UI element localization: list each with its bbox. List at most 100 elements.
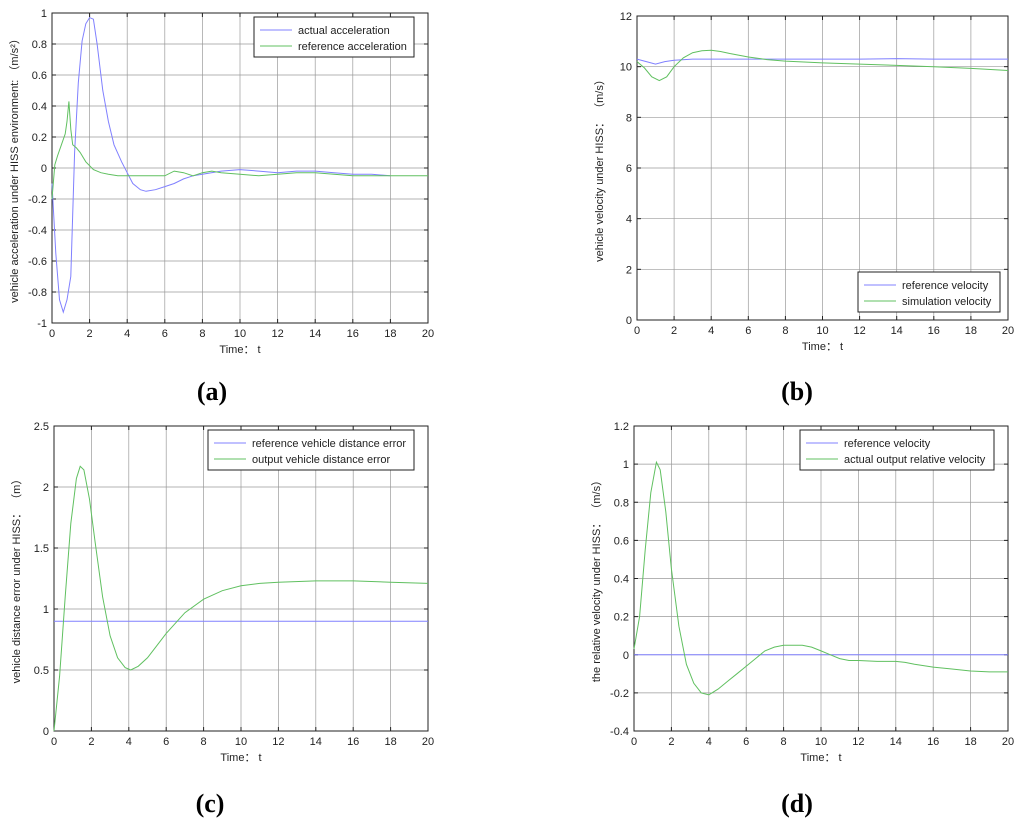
x-tick-label: 16 <box>927 736 939 748</box>
y-tick-label: 0.8 <box>614 497 629 509</box>
legend-entry: reference velocity <box>844 438 931 450</box>
x-tick-label: 4 <box>708 325 714 337</box>
x-tick-label: 18 <box>384 736 396 748</box>
x-tick-label: 0 <box>631 736 637 748</box>
x-tick-label: 2 <box>87 328 93 340</box>
x-tick-label: 12 <box>272 736 284 748</box>
y-tick-label: 1.5 <box>34 543 49 555</box>
x-tick-label: 16 <box>347 328 359 340</box>
x-tick-label: 14 <box>310 736 322 748</box>
series-line-2 <box>636 49 1009 82</box>
series-line-1 <box>636 58 1008 65</box>
x-tick-label: 6 <box>163 736 169 748</box>
x-axis-label: Time： t <box>800 752 841 764</box>
x-tick-label: 10 <box>235 736 247 748</box>
y-tick-label: 12 <box>620 11 632 23</box>
y-tick-label: 2.5 <box>34 421 49 433</box>
x-tick-label: 0 <box>49 328 55 340</box>
x-tick-label: 14 <box>890 736 902 748</box>
panel-label: (c) <box>196 789 225 818</box>
x-tick-label: 14 <box>309 328 321 340</box>
x-tick-label: 10 <box>815 736 827 748</box>
y-tick-label: 8 <box>626 112 632 124</box>
y-tick-label: 1 <box>623 459 629 471</box>
x-tick-label: 16 <box>928 325 940 337</box>
y-tick-label: 0 <box>626 315 632 327</box>
legend-entry: reference vehicle distance error <box>252 438 406 450</box>
panel-label: (a) <box>197 377 227 406</box>
y-tick-label: 10 <box>620 62 632 74</box>
legend-box <box>799 429 995 471</box>
x-axis-label: Time： t <box>220 752 261 764</box>
legend-entry: reference acceleration <box>298 41 407 53</box>
y-tick-label: -0.4 <box>610 726 629 738</box>
series-line-2 <box>633 460 1008 696</box>
y-tick-label: 2 <box>43 482 49 494</box>
y-tick-label: 1 <box>41 8 47 20</box>
panel-label: (b) <box>781 377 813 406</box>
legend-entry: output vehicle distance error <box>252 454 391 466</box>
y-tick-label: 0.6 <box>614 535 629 547</box>
legend-entry: actual acceleration <box>298 25 390 37</box>
legend: reference velocity actual output relative… <box>799 429 995 471</box>
y-tick-label: 0 <box>623 650 629 662</box>
x-tick-label: 4 <box>124 328 130 340</box>
chart-panel-c: 0 2 4 6 8 10 12 14 16 18 20 0 0.5 1 1.5 2 2.5 Time： t vehi… <box>10 421 434 764</box>
legend-box <box>253 16 415 58</box>
x-tick-label: 4 <box>126 736 132 748</box>
y-axis-label: the relative velocity under HISS： （m/s） <box>590 475 603 682</box>
y-tick-label: 0.2 <box>32 132 47 144</box>
x-tick-label: 6 <box>743 736 749 748</box>
x-tick-label: 12 <box>852 736 864 748</box>
panel-label: (d) <box>781 789 813 818</box>
y-tick-label: -0.2 <box>28 194 47 206</box>
x-tick-label: 10 <box>816 325 828 337</box>
legend-box <box>857 271 1001 313</box>
y-tick-label: 0.5 <box>34 665 49 677</box>
x-tick-label: 8 <box>201 736 207 748</box>
series-line-2 <box>51 101 428 200</box>
x-tick-label: 2 <box>671 325 677 337</box>
y-tick-label: -0.2 <box>610 688 629 700</box>
y-tick-label: 2 <box>626 264 632 276</box>
y-tick-label: 4 <box>626 214 632 226</box>
x-tick-label: 20 <box>1002 325 1014 337</box>
y-tick-label: -1 <box>37 318 47 330</box>
y-tick-label: -0.6 <box>28 256 47 268</box>
chart-panel-a: 0 2 4 6 8 10 12 14 16 18 20 -1 -0.8 -0.6 -0.4 -0.2 0 0.2 0… <box>8 8 434 356</box>
x-axis-label: Time： t <box>219 344 260 356</box>
x-tick-label: 0 <box>51 736 57 748</box>
x-tick-label: 18 <box>384 328 396 340</box>
x-tick-label: 18 <box>965 325 977 337</box>
series-line-1 <box>51 16 391 314</box>
legend-entry: reference velocity <box>902 280 989 292</box>
x-tick-label: 14 <box>891 325 903 337</box>
y-tick-label: 0 <box>43 726 49 738</box>
legend: actual acceleration reference acceleratio… <box>253 16 415 58</box>
y-tick-label: 0.2 <box>614 612 629 624</box>
x-tick-label: 8 <box>782 325 788 337</box>
legend-box <box>207 429 415 471</box>
y-tick-label: 0.8 <box>32 39 47 51</box>
legend: reference vehicle distance error output v… <box>207 429 415 471</box>
x-tick-label: 8 <box>781 736 787 748</box>
x-tick-label: 4 <box>706 736 712 748</box>
y-tick-label: 0.6 <box>32 70 47 82</box>
y-axis-label: vehicle distance error under HISS： （m） <box>10 474 23 684</box>
y-axis-label: vehicle acceleration under HISS environm… <box>8 33 21 303</box>
y-axis-label: vehicle velocity under HISS： （m/s） <box>593 74 606 262</box>
y-tick-label: -0.8 <box>28 287 47 299</box>
y-tick-label: 6 <box>626 163 632 175</box>
x-tick-label: 8 <box>199 328 205 340</box>
y-tick-label: 0.4 <box>614 574 629 586</box>
chart-panel-d: 0 2 4 6 8 10 12 14 16 18 20 -0.4 -0.2 0 0.2 0.4 0.6 0.8 1 1… <box>590 421 1014 764</box>
y-tick-label: 1 <box>43 604 49 616</box>
legend: reference velocity simulation velocity <box>857 271 1001 313</box>
x-tick-label: 0 <box>634 325 640 337</box>
series-line-2 <box>53 465 429 732</box>
y-tick-label: 0.4 <box>32 101 47 113</box>
chart-panel-b: 0 2 4 6 8 10 12 14 16 18 20 0 2 4 6 8 10 12 Time： t vehicle… <box>593 11 1014 353</box>
x-tick-label: 2 <box>88 736 94 748</box>
x-axis-label: Time： t <box>802 341 843 353</box>
y-tick-label: -0.4 <box>28 225 47 237</box>
